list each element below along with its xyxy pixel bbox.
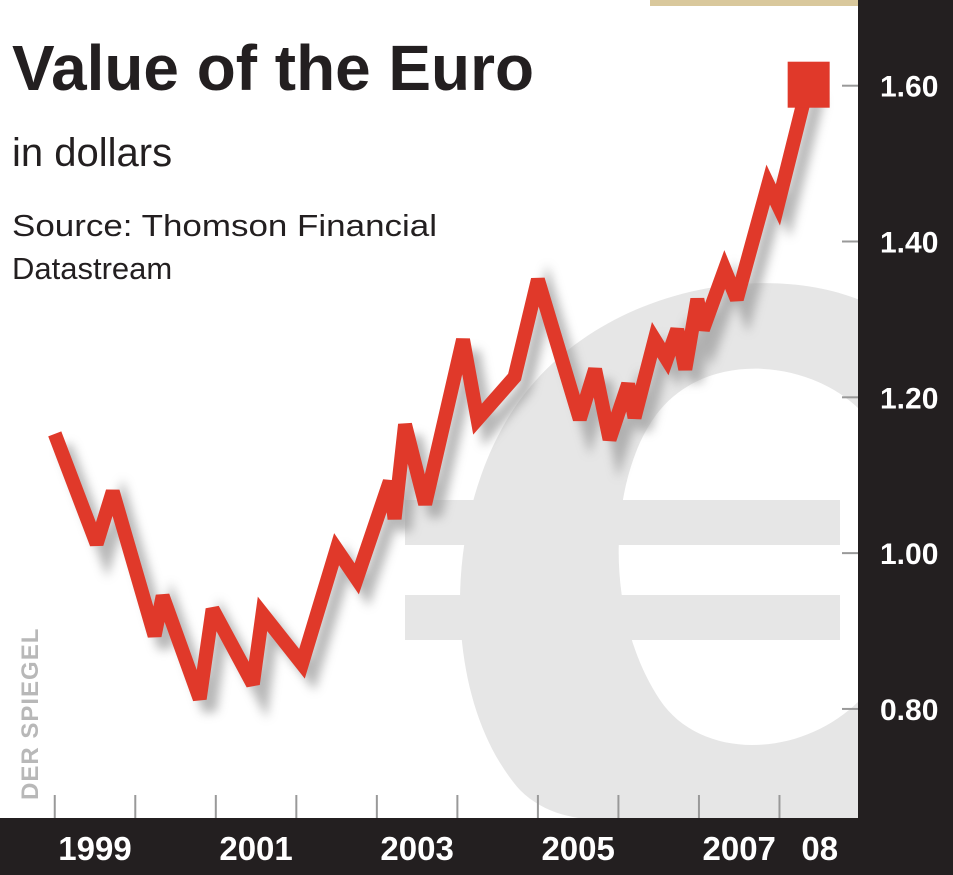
top-strip (650, 0, 953, 6)
y-tick-label: 1.60 (880, 71, 938, 104)
source: Datastream (12, 251, 172, 286)
end-marker (787, 61, 830, 108)
y-axis-panel (858, 0, 953, 875)
source: Source: Thomson Financial (12, 208, 437, 243)
y-tick-label: 1.20 (880, 382, 938, 415)
chart-title: Value of the Euro (12, 32, 534, 104)
y-tick-label: 1.00 (880, 538, 938, 571)
euro-watermark (405, 283, 860, 820)
credit: DER SPIEGEL (17, 628, 44, 800)
x-tick-label: 2001 (219, 830, 292, 867)
x-tick-label: 1999 (58, 830, 131, 867)
line (48, 83, 815, 702)
x-tick-label: 2005 (541, 830, 614, 867)
y-tick-label: 0.80 (880, 694, 938, 727)
subtitle: in dollars (12, 131, 172, 175)
x-tick-label: 08 (801, 830, 838, 867)
x-tick-label: 2003 (380, 830, 453, 867)
x-tick-label: 2007 (703, 830, 776, 867)
y-tick-label: 1.40 (880, 227, 938, 260)
x-axis-panel (0, 818, 953, 875)
